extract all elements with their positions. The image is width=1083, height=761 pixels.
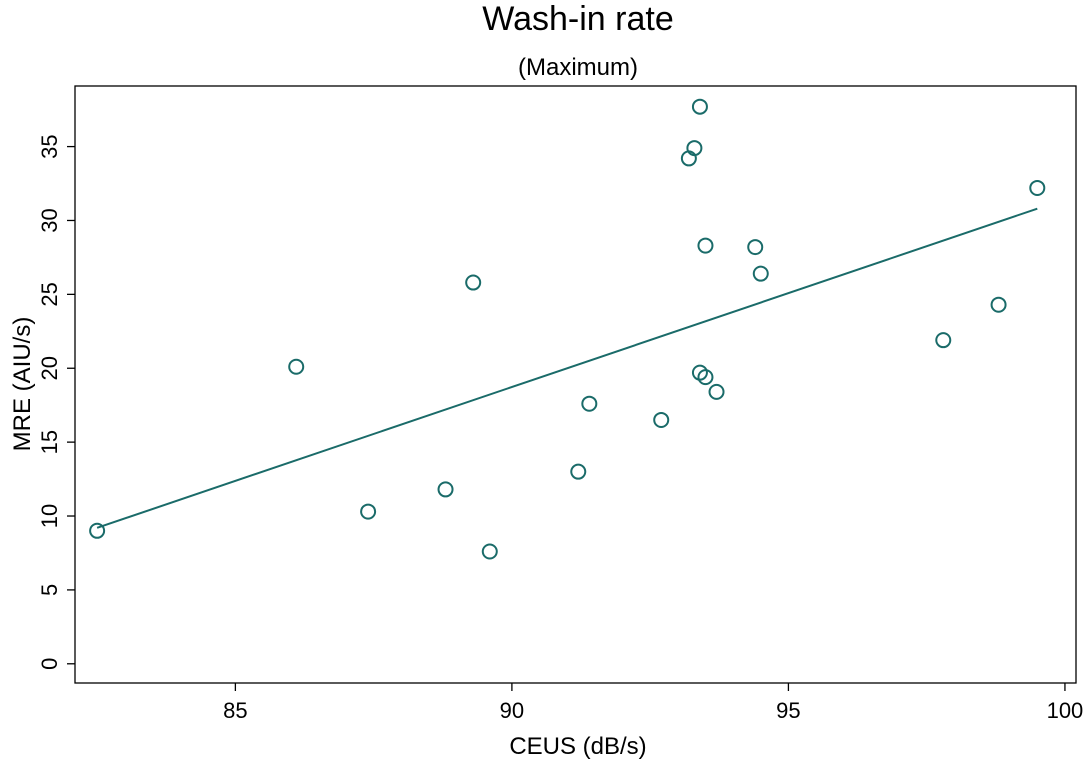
chart-title: Wash-in rate — [482, 0, 673, 38]
y-tick-label: 35 — [37, 134, 62, 158]
y-tick-label: 10 — [37, 504, 62, 528]
x-tick-label: 100 — [1047, 698, 1083, 723]
data-point — [465, 274, 482, 291]
y-axis-label: MRE (AIU/s) — [9, 317, 36, 452]
data-point — [437, 481, 454, 498]
x-tick-label: 90 — [500, 698, 524, 723]
data-point — [691, 98, 708, 115]
x-tick-label: 95 — [776, 698, 800, 723]
chart-subtitle: (Maximum) — [518, 54, 638, 81]
fit-line — [96, 207, 1038, 529]
y-tick-label: 5 — [37, 584, 62, 596]
data-point — [570, 463, 587, 480]
y-tick-label: 15 — [37, 430, 62, 454]
data-point — [1029, 179, 1046, 196]
data-point — [360, 503, 377, 520]
x-axis: 85 90 95 100 — [223, 683, 1083, 723]
data-point — [747, 239, 764, 256]
y-tick-label: 30 — [37, 208, 62, 232]
y-axis: 0 5 10 15 20 25 30 35 — [37, 134, 75, 670]
x-tick-label: 85 — [223, 698, 247, 723]
y-tick-label: 20 — [37, 356, 62, 380]
data-point — [935, 332, 952, 349]
data-point — [708, 383, 725, 400]
y-tick-label: 25 — [37, 282, 62, 306]
data-points — [89, 98, 1046, 560]
data-point — [752, 265, 769, 282]
data-point — [697, 237, 714, 254]
plot-area-frame — [74, 85, 1077, 684]
data-point — [653, 411, 670, 428]
data-point — [288, 358, 305, 375]
data-point — [89, 522, 106, 539]
data-point — [481, 543, 498, 560]
data-point — [990, 296, 1007, 313]
data-point — [686, 140, 703, 157]
x-axis-label: CEUS (dB/s) — [509, 733, 646, 760]
data-point — [581, 395, 598, 412]
y-tick-label: 0 — [37, 658, 62, 670]
data-point — [697, 369, 714, 386]
